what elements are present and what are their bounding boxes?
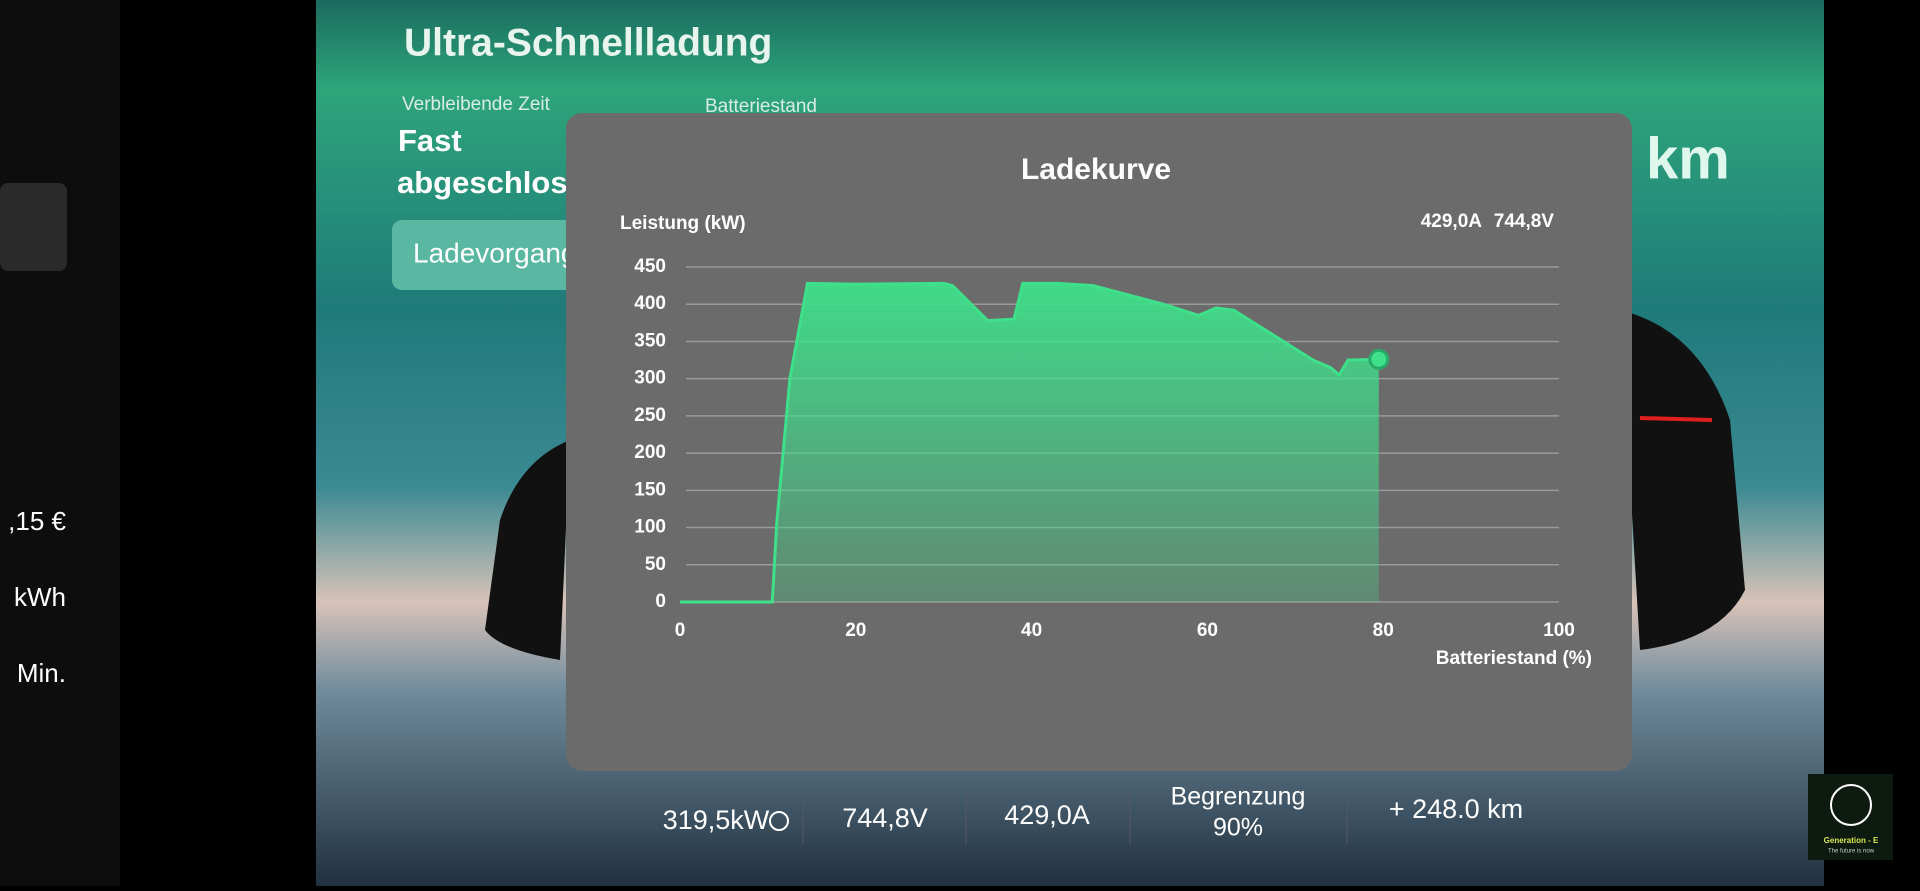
area	[680, 283, 1379, 602]
voltage-status: 744,8V	[1494, 211, 1555, 232]
y-tick-label: 0	[655, 591, 666, 612]
y-axis-label: Leistung (kW)	[620, 213, 746, 234]
added-range: + 248.0 km	[1389, 794, 1523, 824]
time-value: Fast	[398, 123, 462, 158]
x-tick-label: 20	[845, 620, 866, 641]
y-tick-label: 250	[634, 405, 666, 426]
y-tick-label: 400	[634, 293, 666, 314]
y-tick-label: 450	[634, 256, 666, 277]
stats-bar: 319,5kW 744,8V 429,0A Begrenzung 90% + 2…	[663, 783, 1523, 845]
tail-light	[1639, 416, 1713, 422]
range-unit: km	[1646, 126, 1730, 191]
plot: 0 50 100 150 200 250 300 350 400 450 0 20 40 60 80 100	[634, 256, 1575, 641]
y-tick-label: 50	[645, 554, 666, 575]
current-point	[1368, 348, 1390, 370]
x-tick-label: 0	[675, 620, 686, 641]
y-tick-label: 100	[634, 517, 666, 538]
power: 319,5kW	[663, 805, 770, 835]
voltage: 744,8V	[842, 803, 928, 833]
y-tick-label: 350	[634, 330, 666, 351]
duration: Min.	[17, 658, 66, 688]
x-axis-label: Batteriestand (%)	[1436, 648, 1592, 669]
title: Ultra-Schnellladung	[404, 21, 772, 64]
limit-value: 90%	[1213, 814, 1263, 842]
line	[680, 281, 1379, 604]
y-tick-label: 200	[634, 442, 666, 463]
y-tick-label: 300	[634, 368, 666, 389]
battery-label: Batteriestand	[705, 96, 817, 117]
limit-label: Begrenzung	[1171, 783, 1306, 811]
car-right	[1620, 310, 1745, 650]
logo	[1808, 774, 1893, 860]
stop-button-label[interactable]: Ladevorgang	[413, 237, 576, 268]
x-tick-label: 40	[1021, 620, 1042, 641]
current: 429,0A	[1004, 800, 1090, 830]
logo-tagline: The future is now	[1828, 849, 1875, 855]
side-panel	[0, 0, 120, 886]
time-value: abgeschloss	[397, 165, 585, 200]
logo-name: Generation - E	[1824, 836, 1879, 845]
car-left	[485, 440, 570, 660]
info-icon[interactable]	[769, 811, 789, 831]
time-label: Verbleibende Zeit	[402, 94, 551, 115]
current-status: 429,0A	[1421, 211, 1483, 232]
x-tick-label: 80	[1373, 620, 1394, 641]
x-tick-label: 60	[1197, 620, 1218, 641]
side-button[interactable]	[0, 183, 67, 271]
energy: kWh	[14, 582, 66, 612]
x-tick-label: 100	[1543, 620, 1575, 641]
chart-title: Ladekurve	[1021, 153, 1171, 186]
y-tick-label: 150	[634, 479, 666, 500]
stop-button[interactable]	[392, 220, 612, 290]
logo-icon	[1830, 784, 1872, 826]
cost: ,15 €	[8, 506, 66, 536]
